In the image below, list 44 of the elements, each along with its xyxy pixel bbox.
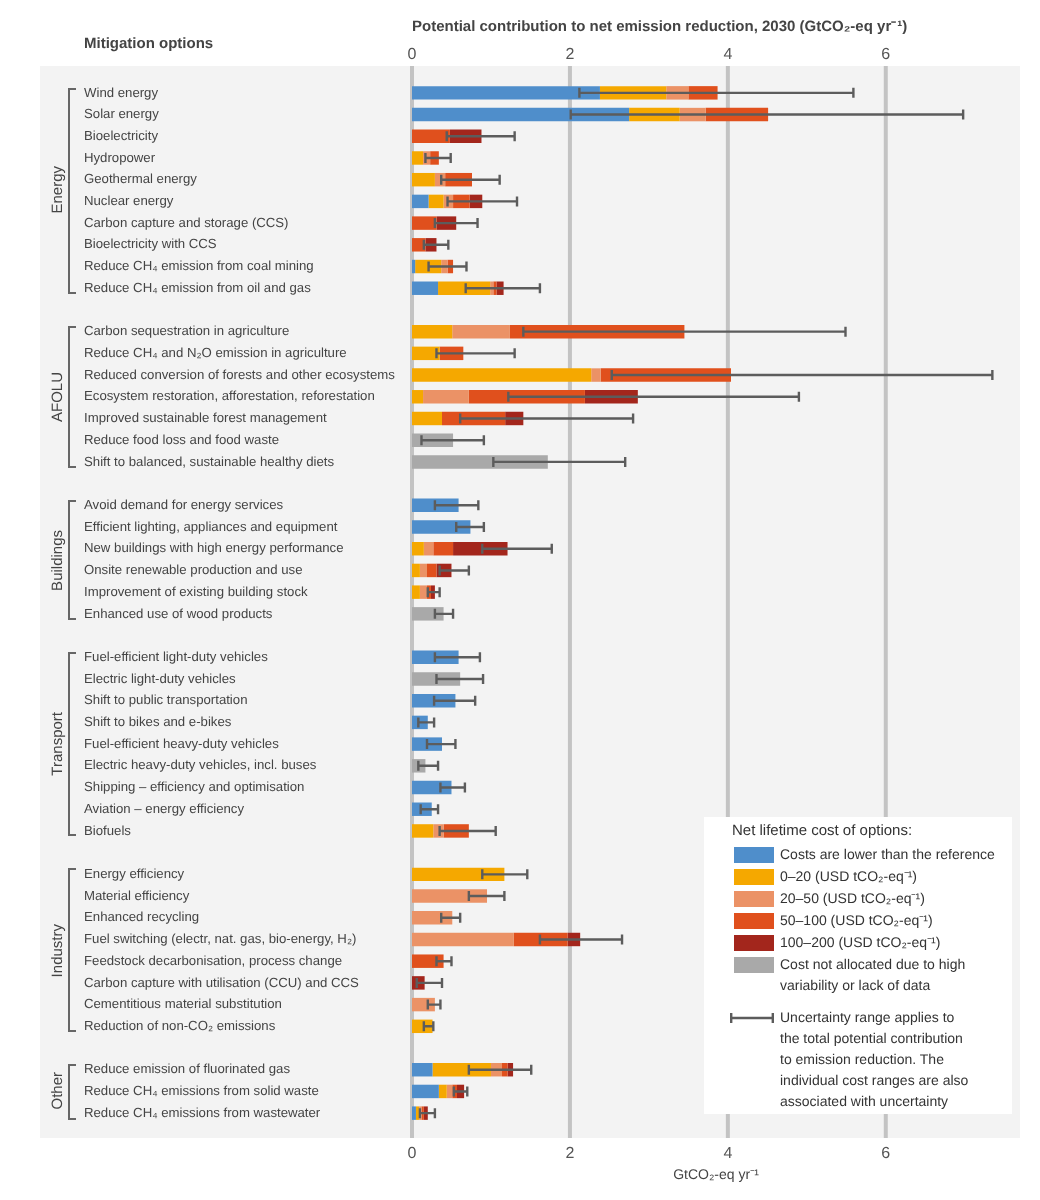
bar bbox=[412, 563, 420, 578]
bar bbox=[412, 954, 444, 968]
x-tick-label: 0 bbox=[407, 1144, 418, 1163]
bar bbox=[412, 1084, 439, 1099]
bar bbox=[423, 542, 434, 556]
bar bbox=[412, 455, 548, 469]
x2-tick-label: 2 bbox=[565, 44, 576, 63]
bar bbox=[412, 607, 444, 621]
bar bbox=[412, 911, 453, 925]
bar bbox=[412, 368, 592, 382]
bar bbox=[427, 563, 437, 578]
x-tick-label: 2 bbox=[565, 1144, 576, 1163]
x2-tick-label: 4 bbox=[723, 44, 734, 63]
x2-tick-label: 0 bbox=[407, 44, 418, 63]
bar bbox=[412, 585, 420, 599]
bar bbox=[423, 390, 469, 404]
bar bbox=[452, 324, 510, 339]
bar bbox=[412, 86, 600, 100]
bar bbox=[412, 216, 437, 230]
bar bbox=[438, 1084, 447, 1099]
bar bbox=[412, 932, 514, 947]
bar bbox=[419, 585, 427, 599]
bar bbox=[412, 129, 450, 143]
x-tick-label: 4 bbox=[723, 1144, 734, 1163]
bar bbox=[412, 324, 453, 339]
x2-tick-label: 6 bbox=[881, 44, 892, 63]
bar bbox=[412, 194, 429, 209]
x-tick-label: 6 bbox=[881, 1144, 892, 1163]
bar bbox=[412, 1063, 433, 1077]
bar bbox=[412, 107, 630, 122]
bar bbox=[412, 151, 424, 165]
bar bbox=[412, 542, 424, 556]
bar bbox=[591, 368, 601, 382]
bar bbox=[412, 520, 471, 534]
bar bbox=[412, 889, 488, 903]
bar bbox=[412, 390, 424, 404]
bar bbox=[412, 867, 505, 882]
bar bbox=[419, 563, 427, 578]
bar bbox=[412, 281, 439, 295]
bar bbox=[433, 542, 454, 556]
bar bbox=[412, 411, 443, 426]
bar bbox=[412, 172, 435, 187]
bar bbox=[428, 194, 444, 209]
bar bbox=[412, 824, 434, 838]
